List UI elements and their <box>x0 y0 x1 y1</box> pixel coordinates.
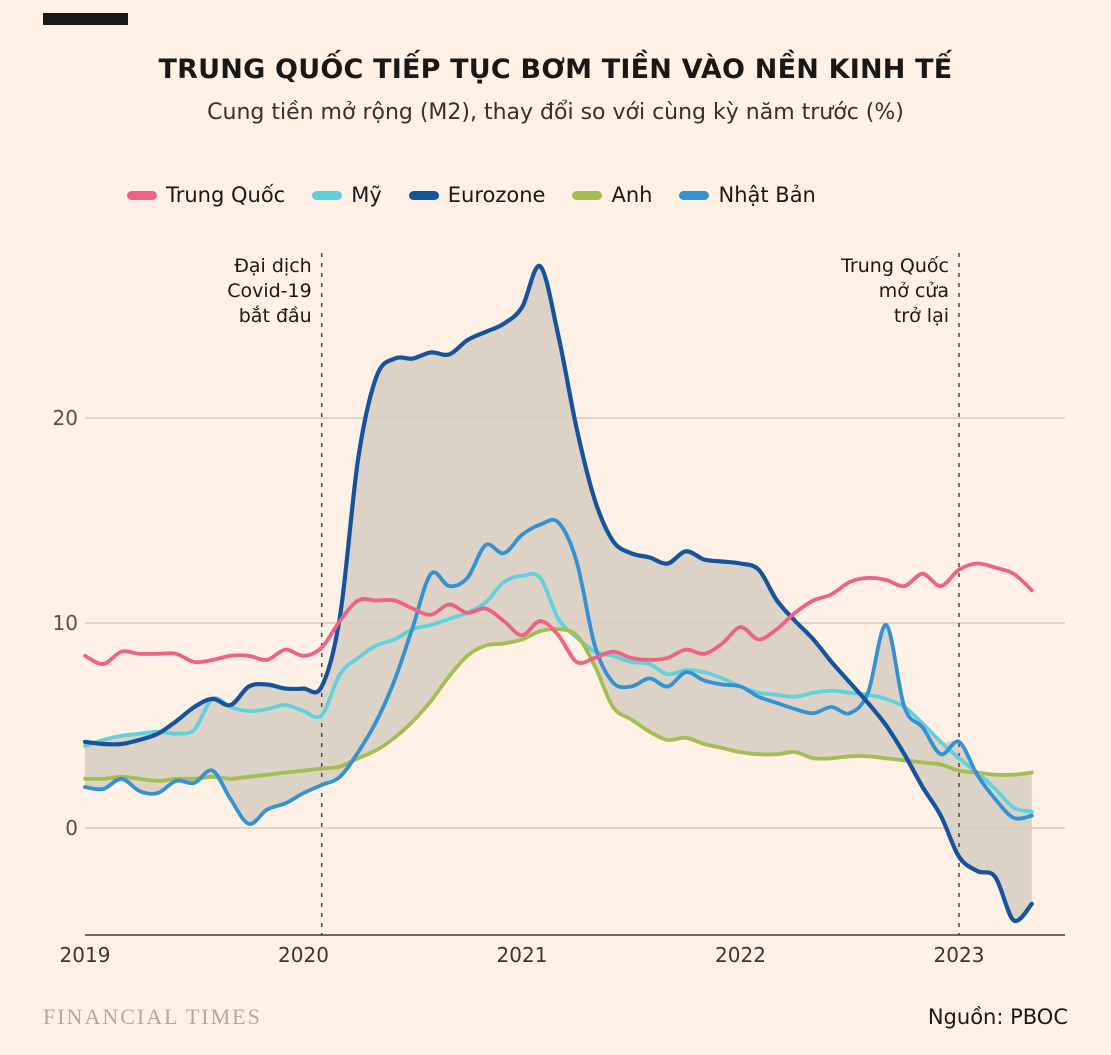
annotation-text: Covid-19 <box>227 280 312 302</box>
legend-item-2: Mỹ <box>312 183 382 207</box>
y-tick-label: 10 <box>53 611 78 635</box>
legend-item-4: Anh <box>572 183 652 207</box>
series-line-3 <box>83 627 1034 783</box>
y-tick-label: 20 <box>53 406 78 430</box>
annotation-text: mở cửa <box>879 280 949 302</box>
legend-label: Nhật Bản <box>718 183 816 207</box>
series-line-4 <box>83 518 1034 826</box>
series-line-0 <box>83 561 1034 666</box>
y-tick-label: 0 <box>65 816 78 840</box>
annotation-text: Đại dịch <box>234 255 312 277</box>
annotation-text: bắt đầu <box>239 304 312 327</box>
x-tick-label: 2023 <box>934 943 985 967</box>
legend-item-1: Trung Quốc <box>127 183 285 207</box>
legend-swatch <box>572 190 603 200</box>
x-tick-label: 2019 <box>60 943 111 967</box>
legend-label: Eurozone <box>447 183 546 207</box>
source-label: Nguồn: PBOC <box>927 1005 1068 1029</box>
ft-logo-text: FINANCIAL TIMES <box>43 1004 262 1029</box>
legend-label: Trung Quốc <box>166 183 286 207</box>
x-tick-label: 2022 <box>715 943 766 967</box>
legend-item-5: Nhật Bản <box>679 183 816 207</box>
legend-item-3: Eurozone <box>408 183 546 207</box>
x-tick-label: 2021 <box>497 943 548 967</box>
legend-label: Anh <box>611 183 653 207</box>
annotation-text: trở lại <box>894 305 949 327</box>
top-accent-bar <box>43 13 128 25</box>
series-line-2 <box>82 264 1034 923</box>
legend-swatch <box>127 190 157 200</box>
chart-title: TRUNG QUỐC TIẾP TỤC BƠM TIỀN VÀO NỀN KIN… <box>158 54 953 85</box>
chart-subtitle: Cung tiền mở rộng (M2), thay đổi so với … <box>207 100 904 125</box>
footer: FINANCIAL TIMES Nguồn: PBOC <box>43 1004 1068 1030</box>
legend-swatch <box>408 190 439 200</box>
range-band <box>85 265 1032 921</box>
legend-label: Mỹ <box>351 183 382 207</box>
legend-swatch <box>679 190 710 200</box>
legend: Trung Quốc Mỹ Eurozone Anh Nhật Bản <box>127 183 816 207</box>
series-line-1 <box>83 572 1034 814</box>
legend-swatch <box>312 190 343 200</box>
x-tick-label: 2020 <box>278 943 329 967</box>
annotation-text: Trung Quốc <box>840 255 949 277</box>
